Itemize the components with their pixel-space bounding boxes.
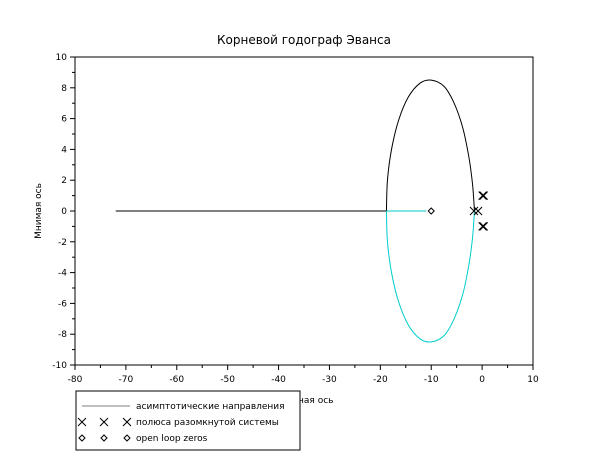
legend-diamond-sample — [100, 434, 108, 442]
axes: -80 -70 -60 -50 -40 -30 -20 -10 0 10-10-8-6-4-202… — [52, 53, 539, 385]
markers — [427, 191, 488, 231]
x-tick-label: -20 — [373, 375, 388, 385]
x-tick-label: -10 — [424, 375, 439, 385]
x-tick-label: 0 — [479, 375, 485, 385]
legend-x-sample — [122, 417, 132, 427]
pole-marker — [479, 222, 488, 231]
y-tick-label: -10 — [52, 361, 67, 371]
y-tick-label: 0 — [61, 207, 67, 217]
legend-label: асимптотические направления — [136, 402, 285, 412]
y-axis-label: Мнимая ось — [34, 183, 44, 239]
x-tick-label: -80 — [68, 375, 83, 385]
pole-marker — [469, 206, 479, 216]
pole-marker — [479, 191, 488, 200]
x-tick-label: -40 — [271, 375, 286, 385]
legend-diamond-sample — [123, 434, 131, 442]
locus-branch-2 — [385, 210, 475, 343]
x-tick-label: -50 — [220, 375, 235, 385]
y-tick-label: 2 — [61, 176, 67, 186]
chart-title: Корневой годограф Эванса — [217, 33, 391, 47]
x-tick-label: 10 — [527, 375, 539, 385]
y-tick-label: 4 — [61, 145, 67, 155]
y-tick-label: -6 — [58, 299, 67, 309]
zero-marker — [427, 207, 435, 215]
x-axis-label: Реальная ось — [271, 396, 334, 406]
pole-marker — [478, 191, 487, 200]
y-tick-label: 8 — [61, 84, 67, 94]
legend: асимптотические направления полюса разомк… — [75, 390, 301, 451]
series-lines — [115, 79, 475, 343]
y-tick-label: 10 — [56, 53, 68, 63]
x-tick-label: -30 — [322, 375, 337, 385]
pole-marker — [473, 206, 483, 216]
locus-branch-1 — [115, 79, 475, 212]
legend-diamond-sample — [78, 434, 86, 442]
legend-x-sample — [99, 417, 109, 427]
y-tick-label: -2 — [58, 238, 67, 248]
y-tick-label: 6 — [61, 115, 67, 125]
legend-box — [75, 390, 301, 451]
legend-label: open loop zeros — [136, 434, 208, 444]
y-tick-label: -8 — [58, 330, 67, 340]
legend-x-sample — [77, 417, 87, 427]
legend-label: полюса разомкнутой системы — [136, 418, 279, 428]
x-tick-label: -70 — [119, 375, 134, 385]
y-tick-label: -4 — [58, 269, 67, 279]
x-tick-label: -60 — [169, 375, 184, 385]
pole-marker — [478, 222, 487, 231]
